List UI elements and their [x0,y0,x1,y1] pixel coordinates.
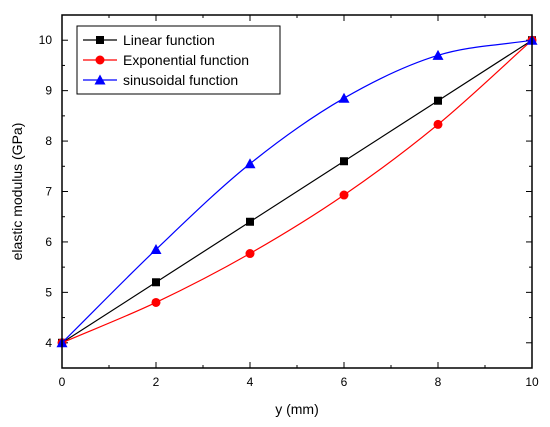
y-tick-label: 6 [45,235,52,249]
data-point-1-2 [245,249,255,259]
series-line-1 [61,39,533,344]
data-point-1-3 [339,190,349,200]
legend-label-0: Linear function [123,32,215,48]
y-tick-label: 7 [45,185,52,199]
data-point-0-1 [152,278,160,287]
y-tick-label: 9 [45,84,52,98]
legend-marker-0 [96,36,104,44]
data-point-0-4 [434,96,442,105]
data-point-2-4 [432,49,444,60]
series-line-0 [61,39,533,344]
legend: Linear function Exponential function sinus… [76,25,281,95]
data-point-1-1 [151,297,161,307]
data-point-1-4 [433,119,443,129]
y-tick-label: 10 [39,33,53,47]
legend-marker-1 [95,55,105,65]
x-axis-title: y (mm) [275,401,319,417]
y-tick-label: 4 [45,336,52,350]
x-tick-labels: 0 2 4 6 8 10 [59,375,539,389]
plot-frame [61,14,533,369]
data-point-2-2 [244,158,256,169]
data-point-2-1 [150,243,162,254]
x-tick-label: 10 [525,375,539,389]
x-tick-label: 6 [341,375,348,389]
legend-marker-2 [94,74,106,85]
x-tick-label: 0 [59,375,66,389]
legend-label-2: sinusoidal function [123,72,238,88]
x-tick-label: 4 [247,375,254,389]
legend-label-1: Exponential function [123,52,249,68]
x-tick-label: 8 [435,375,442,389]
x-tick-label: 2 [153,375,160,389]
y-tick-label: 8 [45,134,52,148]
data-point-0-3 [340,157,348,166]
y-tick-labels: 4 5 6 7 8 9 10 [39,33,53,350]
y-tick-label: 5 [45,285,52,299]
data-point-0-2 [246,217,254,226]
y-axis-title: elastic modulus (GPa) [9,123,25,261]
data-point-2-3 [338,92,350,103]
